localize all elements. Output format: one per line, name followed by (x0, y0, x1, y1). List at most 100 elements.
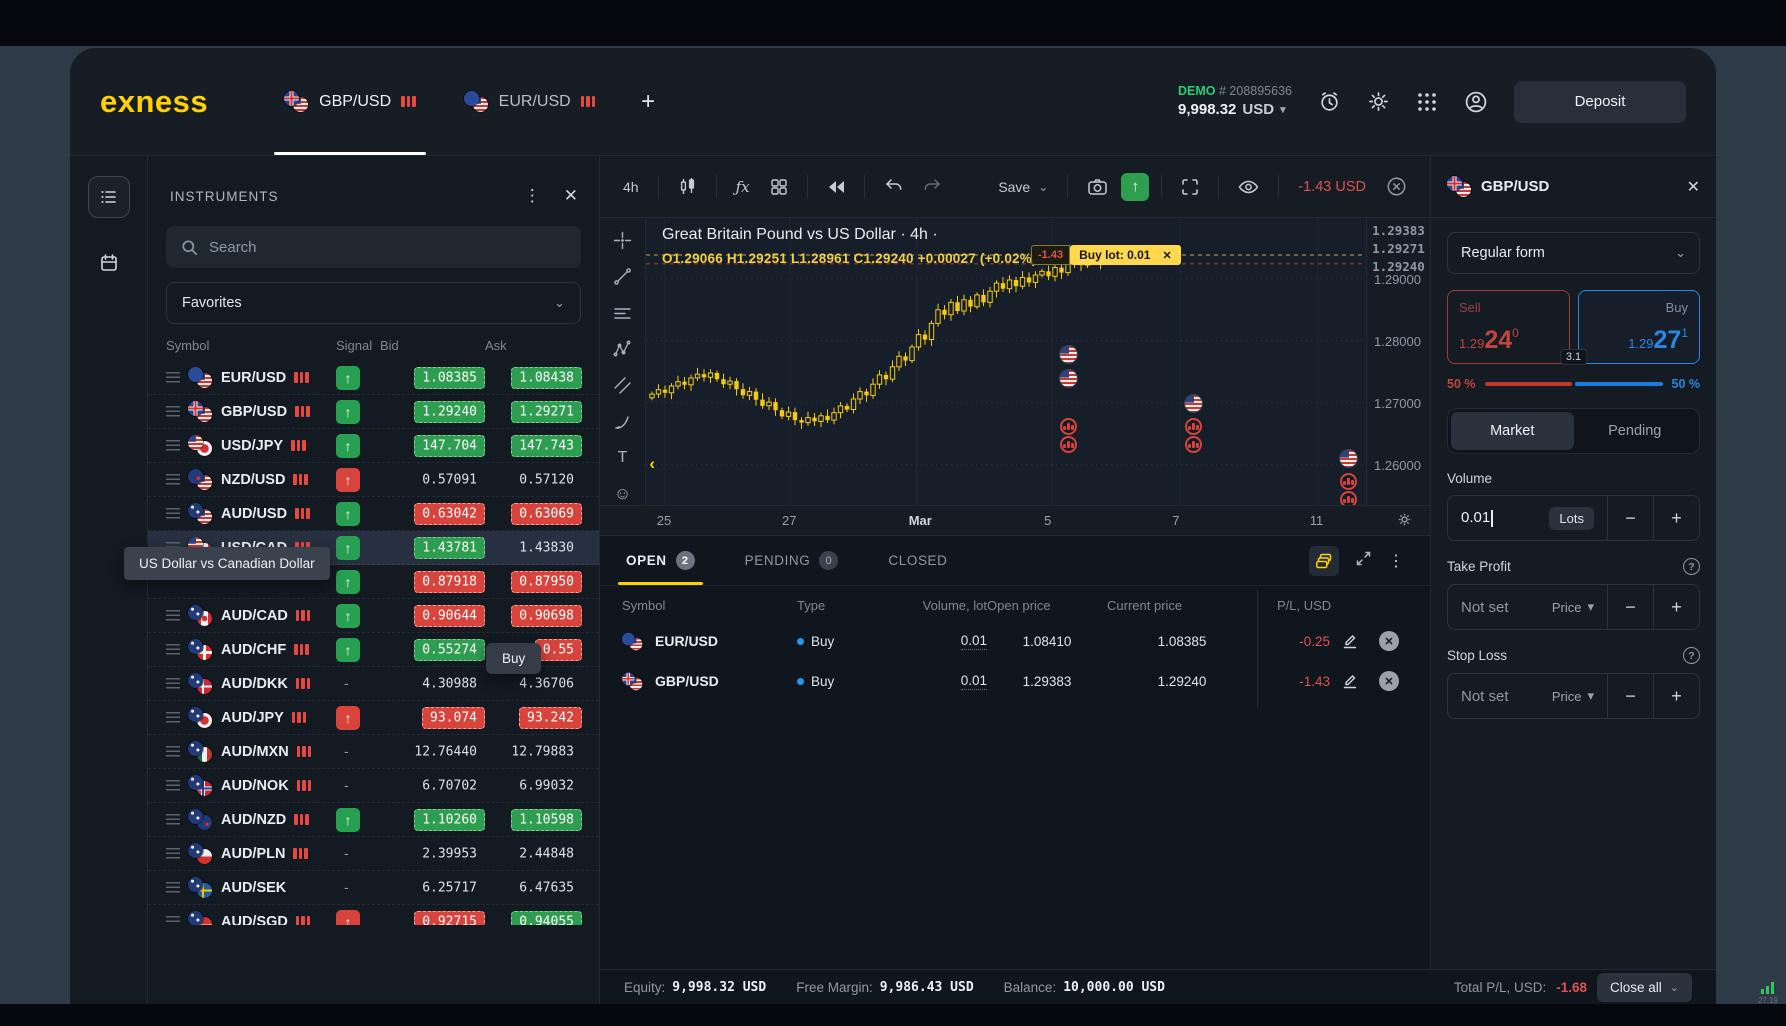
close-position-circle-icon[interactable] (1379, 172, 1414, 202)
ask-value[interactable]: 147.743 (511, 435, 582, 457)
instrument-row[interactable]: AUD/CAD ↑ 0.90644 0.90698 (148, 599, 599, 633)
bid-value[interactable]: 0.63042 (414, 503, 485, 525)
drag-handle-icon[interactable] (166, 746, 180, 757)
close-panel-icon[interactable]: ✕ (1686, 178, 1700, 196)
instrument-row[interactable]: AUD/MXN - 12.76440 12.79883 (148, 735, 599, 769)
position-row[interactable]: EUR/USD Buy 0.01 1.08410 1.08385 -0.25 ✕ (600, 621, 1430, 661)
text-tool-icon[interactable]: T (617, 449, 628, 467)
instrument-row[interactable]: AUD/SEK - 6.25717 6.47635 (148, 871, 599, 905)
quick-buy-button[interactable]: ↑ (1121, 172, 1150, 201)
stop-loss-increase-button[interactable]: + (1653, 674, 1699, 718)
sell-button[interactable]: Sell 1.29240 (1447, 290, 1570, 364)
trendline-tool-icon[interactable] (612, 266, 634, 287)
kebab-menu-icon[interactable]: ⋮ (523, 186, 542, 205)
instrument-row[interactable]: AUD/NOK - 6.70702 6.99032 (148, 769, 599, 803)
edit-position-icon[interactable] (1341, 671, 1359, 692)
event-impact-icon[interactable] (1060, 418, 1077, 435)
drag-handle-icon[interactable] (166, 372, 180, 383)
bid-value[interactable]: 12.76440 (414, 744, 477, 760)
drag-handle-icon[interactable] (166, 508, 180, 519)
pattern-tool-icon[interactable] (612, 339, 634, 360)
instrument-row[interactable]: GBP/USD ↑ 1.29240 1.29271 (148, 395, 599, 429)
chart-tab-eurusd[interactable]: EUR/USD (440, 48, 620, 155)
bid-value[interactable]: 6.70702 (422, 778, 477, 794)
ask-value[interactable]: 0.57120 (519, 472, 574, 488)
bid-value[interactable]: 1.43781 (414, 537, 485, 559)
crosshair-tool-icon[interactable] (612, 230, 634, 251)
drag-handle-icon[interactable] (166, 440, 180, 451)
instrument-row[interactable]: AUD/SGD ↑ 0.92715 0.94055 (148, 905, 599, 925)
bid-value[interactable]: 1.10260 (414, 809, 485, 831)
bid-value[interactable]: 4.30988 (422, 676, 477, 692)
bid-value[interactable]: 0.90644 (414, 605, 485, 627)
instrument-row[interactable]: EUR/USD ↑ 1.08385 1.08438 (148, 361, 599, 395)
group-positions-icon[interactable] (1309, 545, 1339, 576)
tab-closed-positions[interactable]: CLOSED (888, 553, 948, 568)
ask-value[interactable]: 1.43830 (519, 540, 574, 556)
instrument-row[interactable]: AUD/USD ↑ 0.63042 0.63069 (148, 497, 599, 531)
volume-decrease-button[interactable]: − (1607, 496, 1653, 540)
ask-value[interactable]: 93.242 (519, 707, 582, 729)
instrument-row[interactable]: AUD/PLN - 2.39953 2.44848 (148, 837, 599, 871)
redo-icon[interactable] (916, 172, 949, 202)
take-profit-increase-button[interactable]: + (1653, 585, 1699, 629)
bid-value[interactable]: 0.55274 (414, 639, 485, 661)
ask-value[interactable]: 4.36706 (519, 676, 574, 692)
edit-position-icon[interactable] (1341, 631, 1359, 652)
stop-loss-input[interactable]: Not set Price ▾ (1461, 687, 1594, 705)
ask-value[interactable]: 2.44848 (519, 846, 574, 862)
timeframe-button[interactable]: 4h (623, 178, 639, 195)
stop-loss-mode-select[interactable]: Price ▾ (1551, 688, 1594, 704)
chart-tab-gbpusd[interactable]: GBP/USD (260, 48, 440, 155)
rewind-icon[interactable] (820, 172, 852, 202)
drag-handle-icon[interactable] (166, 678, 180, 689)
us-economic-event-icon[interactable] (1060, 346, 1077, 363)
event-impact-icon[interactable] (1340, 491, 1357, 505)
drag-handle-icon[interactable] (166, 814, 180, 825)
profile-avatar-icon[interactable] (1464, 90, 1488, 114)
bid-value[interactable]: 93.074 (422, 707, 485, 729)
close-position-icon[interactable]: ✕ (1379, 671, 1399, 691)
us-economic-event-icon[interactable] (1185, 395, 1202, 412)
channel-tool-icon[interactable] (612, 375, 634, 396)
drag-handle-icon[interactable] (166, 848, 180, 859)
settings-gear-icon[interactable] (1367, 90, 1390, 113)
ask-value[interactable]: 1.08438 (511, 367, 582, 389)
close-all-button[interactable]: Close all ⌄ (1597, 973, 1692, 1002)
instrument-row[interactable]: AUD/NZD ↑ 1.10260 1.10598 (148, 803, 599, 837)
bid-value[interactable]: 0.57091 (422, 472, 477, 488)
drag-handle-icon[interactable] (166, 406, 180, 417)
eye-visibility-icon[interactable] (1231, 172, 1266, 202)
calendar-button[interactable] (88, 242, 130, 284)
help-icon[interactable]: ? (1683, 647, 1700, 664)
ask-value[interactable]: 0.87950 (511, 571, 582, 593)
volume-value[interactable]: 0.01 (960, 672, 987, 690)
stop-loss-decrease-button[interactable]: − (1607, 674, 1653, 718)
take-profit-mode-select[interactable]: Price ▾ (1551, 599, 1594, 615)
apps-grid-icon[interactable] (1416, 91, 1438, 113)
time-axis[interactable]: 25 27 Mar 5 7 11 (600, 505, 1430, 535)
tab-pending[interactable]: Pending (1608, 423, 1662, 439)
collapse-panel-icon[interactable] (1355, 550, 1372, 572)
undo-icon[interactable] (877, 172, 910, 202)
close-position-icon[interactable]: ✕ (1162, 249, 1172, 262)
ask-value[interactable]: 6.99032 (519, 778, 574, 794)
ask-value[interactable]: 1.10598 (511, 809, 582, 831)
drag-handle-icon[interactable] (166, 780, 180, 791)
buy-button[interactable]: Buy 1.29271 (1577, 290, 1700, 364)
drag-handle-icon[interactable] (166, 644, 180, 655)
instrument-row[interactable]: ↑ 0.87918 0.87950 (148, 565, 599, 599)
bid-value[interactable]: 0.87918 (414, 571, 485, 593)
take-profit-input[interactable]: Not set Price ▾ (1461, 598, 1594, 616)
drag-handle-icon[interactable] (166, 712, 180, 723)
ask-value[interactable]: 12.79883 (511, 744, 574, 760)
instrument-row[interactable]: USD/JPY ↑ 147.704 147.743 (148, 429, 599, 463)
tab-open-positions[interactable]: OPEN 2 (618, 536, 703, 585)
kebab-menu-icon[interactable]: ⋮ (1388, 552, 1404, 570)
ask-value[interactable]: 0.63069 (511, 503, 582, 525)
fullscreen-icon[interactable] (1174, 172, 1206, 202)
candlestick-plot[interactable]: Great Britain Pound vs US Dollar · 4h · … (646, 218, 1366, 505)
indicators-fx-button[interactable]: ƒx (735, 177, 750, 196)
bid-value[interactable]: 1.08385 (414, 367, 485, 389)
emoji-tool-icon[interactable]: ☺ (613, 484, 632, 504)
